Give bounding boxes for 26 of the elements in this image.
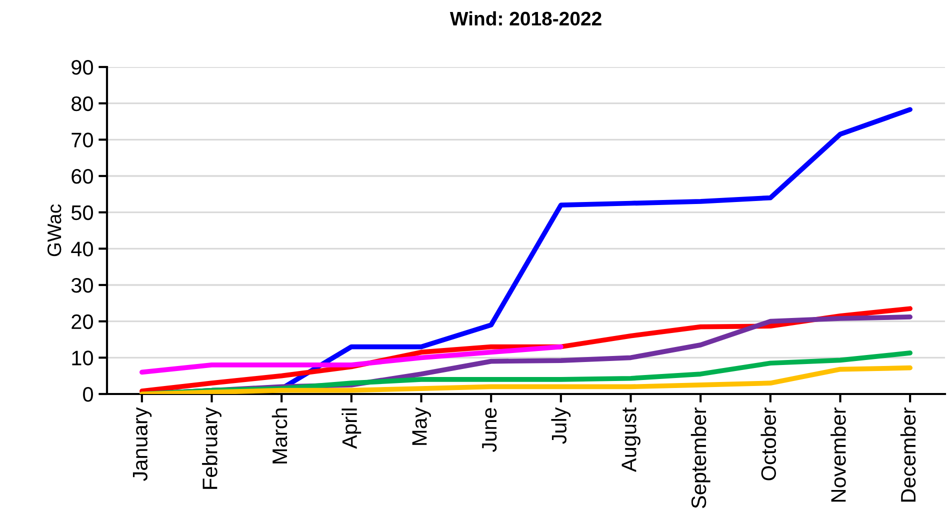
chart-title: Wind: 2018-2022 bbox=[450, 11, 602, 26]
y-tick-label: 40 bbox=[71, 242, 93, 256]
y-tick-label: 90 bbox=[72, 60, 93, 75]
y-axis-title: GWac bbox=[47, 204, 62, 256]
y-tick-label: 70 bbox=[72, 132, 93, 148]
x-tick-label: December bbox=[900, 408, 916, 502]
x-tick-label: February bbox=[202, 407, 222, 489]
y-tick-label: 80 bbox=[72, 96, 93, 112]
x-tick-label: October bbox=[760, 408, 776, 480]
line-series bbox=[139, 365, 913, 394]
line-series bbox=[139, 344, 564, 375]
x-tick-label: May bbox=[412, 407, 431, 445]
x-tick-label: April bbox=[342, 408, 362, 449]
x-tick-label: June bbox=[482, 408, 497, 452]
x-tick-label: November bbox=[830, 408, 846, 502]
x-tick-label: August bbox=[622, 407, 640, 472]
y-tick-label: 30 bbox=[71, 278, 93, 293]
y-tick-label: 50 bbox=[71, 205, 93, 220]
y-tick-label: 60 bbox=[72, 169, 93, 184]
x-tick-label: September bbox=[690, 408, 710, 508]
x-tick-label: July bbox=[551, 407, 571, 444]
x-tick-label: January bbox=[132, 407, 152, 481]
x-tick-label: March bbox=[272, 408, 288, 464]
y-tick-label: 20 bbox=[72, 314, 93, 330]
y-tick-label: 10 bbox=[72, 350, 93, 366]
y-tick-label: 0 bbox=[83, 387, 93, 402]
